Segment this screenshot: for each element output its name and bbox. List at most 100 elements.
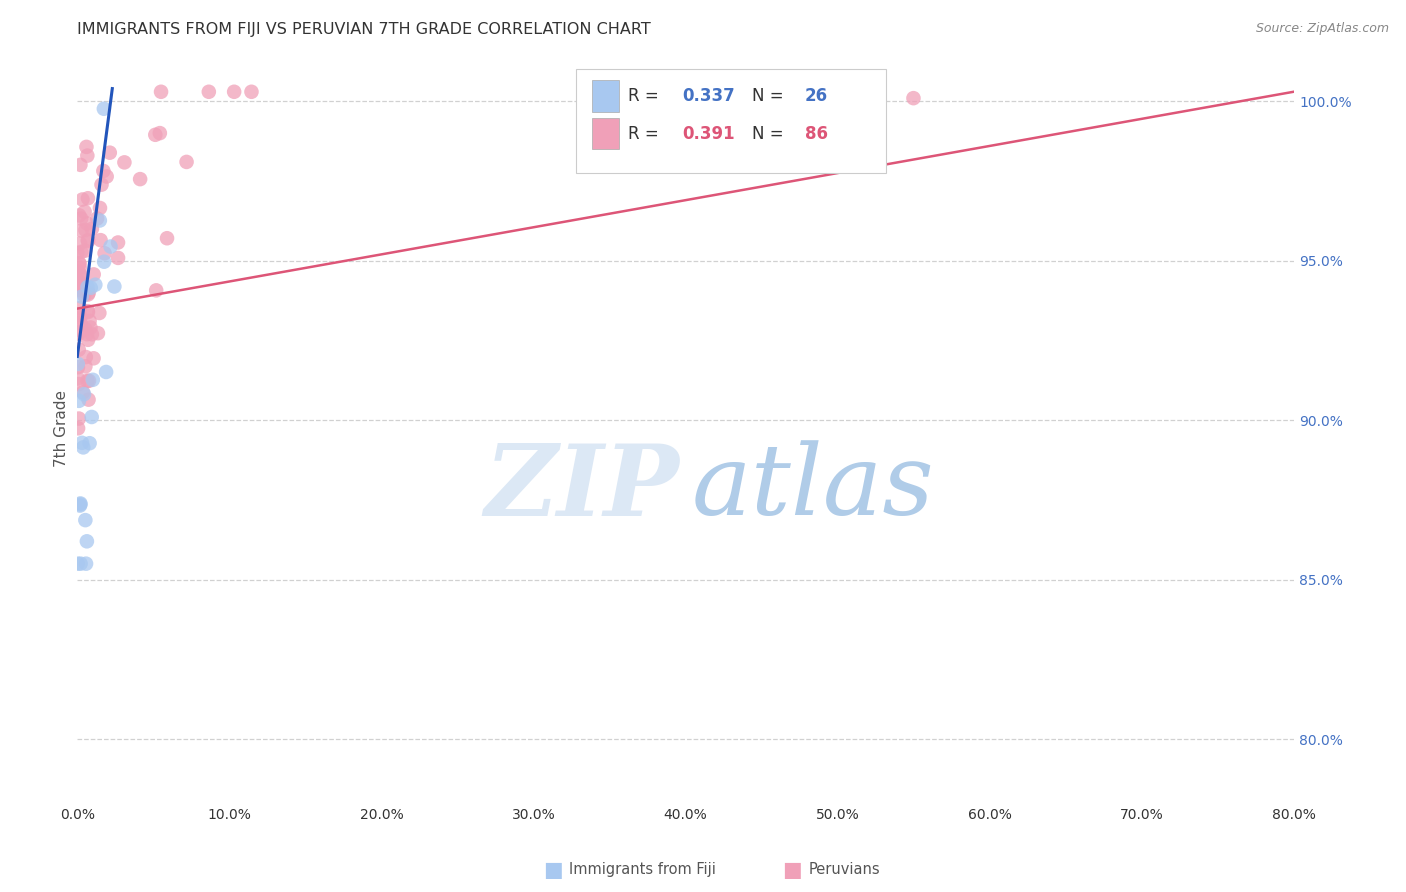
Point — [70, 211, 93, 226]
Point — [69, 236, 91, 251]
Point — [96, 169, 118, 184]
Point — [79, 320, 101, 334]
Point — [77, 305, 100, 319]
Point — [77, 285, 100, 300]
Point — [70, 277, 93, 291]
Point — [69, 310, 91, 325]
Point — [75, 244, 97, 258]
Point — [90, 178, 112, 192]
Point — [69, 280, 91, 294]
Point — [67, 411, 90, 425]
Point — [94, 365, 117, 379]
Point — [67, 377, 90, 392]
Point — [75, 359, 97, 374]
Point — [75, 350, 97, 364]
Point — [72, 385, 94, 400]
Point — [76, 216, 98, 230]
Point — [69, 268, 91, 282]
Point — [149, 126, 172, 140]
Point — [66, 246, 89, 260]
Point — [76, 534, 98, 549]
Point — [70, 244, 93, 259]
Point — [66, 312, 89, 326]
Point — [69, 260, 91, 275]
Point — [82, 373, 104, 387]
Point — [69, 497, 91, 511]
Point — [70, 224, 93, 238]
Point — [77, 374, 100, 388]
FancyBboxPatch shape — [576, 69, 886, 173]
Point — [89, 201, 111, 215]
Text: 0.391: 0.391 — [682, 125, 734, 143]
Text: R =: R = — [628, 125, 664, 143]
Point — [70, 284, 93, 298]
Point — [83, 351, 105, 366]
Point — [67, 208, 90, 222]
Point — [67, 275, 90, 289]
Bar — [592, 80, 619, 112]
Point — [75, 140, 97, 154]
Point — [84, 277, 107, 292]
Point — [69, 267, 91, 281]
Point — [107, 251, 129, 265]
Text: Immigrants from Fiji: Immigrants from Fiji — [569, 863, 716, 877]
Point — [73, 288, 96, 302]
Point — [69, 301, 91, 315]
Point — [76, 374, 98, 388]
Text: 0.337: 0.337 — [682, 87, 734, 105]
Point — [67, 256, 90, 270]
Point — [69, 308, 91, 322]
Point — [903, 91, 925, 105]
Point — [75, 223, 97, 237]
Point — [72, 441, 94, 455]
Point — [224, 85, 246, 99]
Point — [80, 327, 103, 342]
Text: Peruvians: Peruvians — [808, 863, 880, 877]
Point — [69, 557, 91, 571]
Point — [89, 213, 111, 227]
Point — [66, 557, 89, 571]
Text: 86: 86 — [804, 125, 828, 143]
Point — [69, 496, 91, 510]
Point — [66, 265, 89, 279]
Point — [100, 239, 122, 253]
Text: ■: ■ — [543, 860, 562, 880]
Point — [87, 326, 110, 341]
Point — [129, 172, 152, 186]
Point — [83, 268, 105, 282]
Point — [150, 85, 173, 99]
Point — [69, 257, 91, 271]
Text: N =: N = — [752, 87, 789, 105]
Point — [67, 421, 90, 435]
Point — [66, 371, 89, 385]
Point — [112, 155, 135, 169]
Point — [156, 231, 179, 245]
Text: atlas: atlas — [692, 441, 934, 536]
Point — [79, 314, 101, 328]
Point — [240, 85, 263, 99]
Point — [93, 246, 115, 260]
Point — [107, 235, 129, 250]
Point — [98, 145, 121, 160]
Point — [143, 128, 166, 142]
Point — [80, 222, 103, 236]
Point — [86, 211, 108, 226]
Point — [66, 360, 89, 375]
Point — [76, 233, 98, 247]
Point — [69, 158, 91, 172]
Point — [77, 392, 100, 407]
Text: ZIP: ZIP — [484, 440, 679, 536]
Point — [70, 324, 93, 338]
Point — [76, 304, 98, 318]
Point — [67, 277, 90, 291]
Point — [90, 233, 112, 247]
Point — [80, 409, 103, 424]
Point — [79, 436, 101, 450]
Point — [93, 102, 115, 116]
Point — [69, 499, 91, 513]
Y-axis label: 7th Grade: 7th Grade — [53, 390, 69, 467]
Point — [76, 148, 98, 162]
Point — [80, 281, 103, 295]
Text: ■: ■ — [782, 860, 801, 880]
Point — [93, 254, 115, 268]
